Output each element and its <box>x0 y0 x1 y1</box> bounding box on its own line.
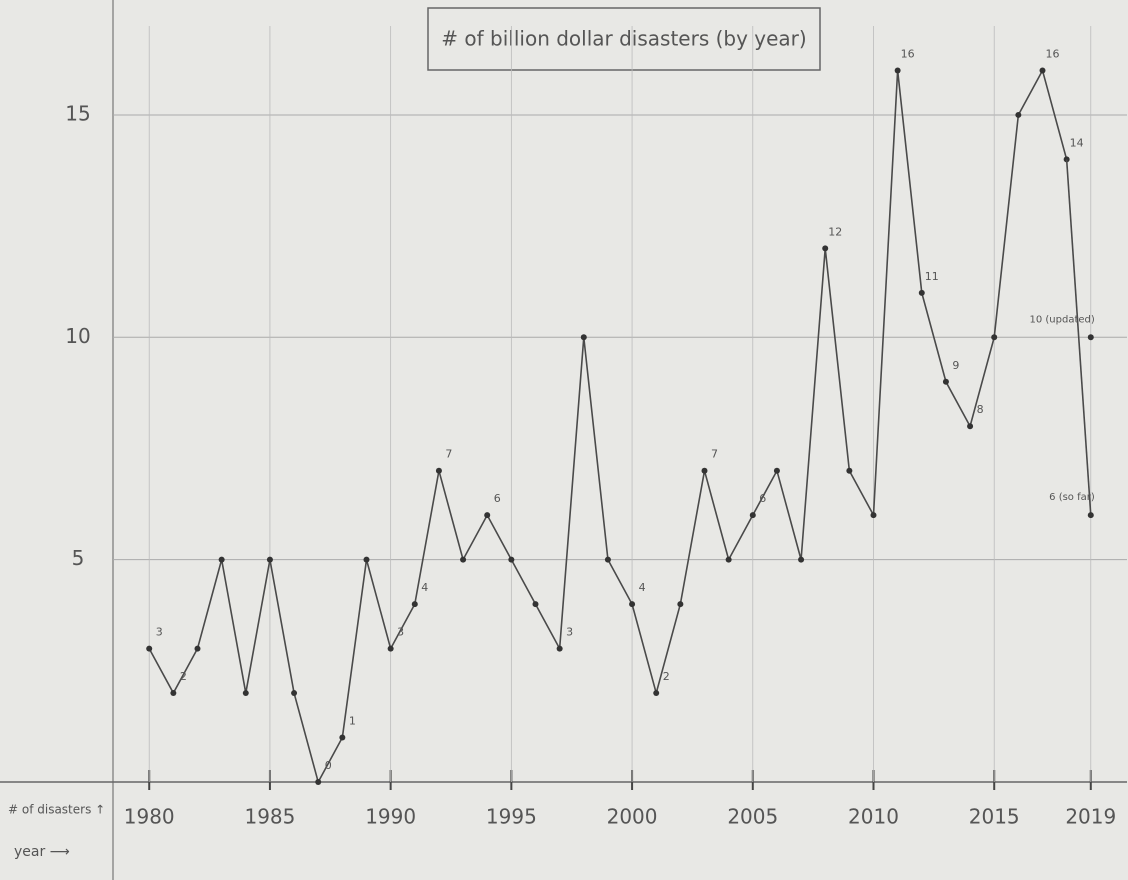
chart: # of billion dollar disasters (by year) … <box>0 0 1128 880</box>
data-label: 6 <box>759 492 766 505</box>
data-label: 7 <box>711 448 718 461</box>
data-label: 12 <box>828 225 842 238</box>
data-point <box>195 646 201 652</box>
data-point <box>677 601 683 607</box>
data-point <box>605 557 611 563</box>
data-label: 6 <box>494 492 501 505</box>
paper <box>0 0 1128 880</box>
data-point <box>1088 512 1094 518</box>
data-point <box>412 601 418 607</box>
data-point <box>1040 67 1046 73</box>
data-point <box>170 690 176 696</box>
data-point <box>146 646 152 652</box>
data-label: 3 <box>156 626 163 639</box>
data-point <box>339 735 345 741</box>
x-tick-label: 2000 <box>607 805 658 829</box>
data-point <box>943 379 949 385</box>
x-tick-label: 1980 <box>124 805 175 829</box>
data-point <box>436 468 442 474</box>
data-label: 1 <box>349 715 356 728</box>
x-tick-label: 2019 <box>1065 805 1116 829</box>
data-point <box>629 601 635 607</box>
x-tick-label: 2015 <box>969 805 1020 829</box>
y-tick-label: 10 <box>65 324 90 348</box>
data-label: 8 <box>977 403 984 416</box>
data-point <box>750 512 756 518</box>
data-point <box>871 512 877 518</box>
data-point <box>798 557 804 563</box>
data-point <box>919 290 925 296</box>
data-point <box>895 67 901 73</box>
y-tick-label: 5 <box>72 546 85 570</box>
data-point <box>991 334 997 340</box>
data-label: 6 (so far) <box>1049 492 1095 503</box>
data-label: 4 <box>421 581 428 594</box>
y-tick-label: 15 <box>65 101 90 125</box>
y-axis-label: # of disasters ↑ <box>8 803 105 817</box>
data-point <box>267 557 273 563</box>
data-point <box>702 468 708 474</box>
data-point <box>460 557 466 563</box>
data-label: 16 <box>901 47 915 60</box>
data-point <box>726 557 732 563</box>
data-point <box>243 690 249 696</box>
data-label: 11 <box>925 270 939 283</box>
data-label: 3 <box>566 626 573 639</box>
x-tick-label: 1990 <box>365 805 416 829</box>
x-tick-label: 1995 <box>486 805 537 829</box>
data-point <box>484 512 490 518</box>
data-point <box>581 334 587 340</box>
data-point <box>291 690 297 696</box>
data-label: 2 <box>180 670 187 683</box>
data-point <box>967 423 973 429</box>
data-point <box>219 557 225 563</box>
data-label: 0 <box>325 759 332 772</box>
x-tick-label: 2010 <box>848 805 899 829</box>
data-point <box>557 646 563 652</box>
data-label: 14 <box>1070 136 1084 149</box>
data-point <box>508 557 514 563</box>
data-point <box>822 245 828 251</box>
data-point <box>653 690 659 696</box>
data-label: 2 <box>663 670 670 683</box>
data-label: 10 (updated) <box>1029 314 1094 325</box>
x-tick-label: 2005 <box>727 805 778 829</box>
data-label: 7 <box>445 448 452 461</box>
data-point <box>774 468 780 474</box>
chart-title: # of billion dollar disasters (by year) <box>441 27 806 51</box>
data-point <box>846 468 852 474</box>
data-label: 4 <box>639 581 646 594</box>
data-point <box>533 601 539 607</box>
data-point <box>364 557 370 563</box>
data-point <box>1015 112 1021 118</box>
data-label: 16 <box>1046 47 1060 60</box>
data-point <box>1088 334 1094 340</box>
data-point <box>388 646 394 652</box>
x-tick-label: 1985 <box>244 805 295 829</box>
data-point <box>315 779 321 785</box>
x-axis-label: year ⟶ <box>14 844 70 860</box>
data-label: 3 <box>397 626 404 639</box>
data-label: 9 <box>952 359 959 372</box>
